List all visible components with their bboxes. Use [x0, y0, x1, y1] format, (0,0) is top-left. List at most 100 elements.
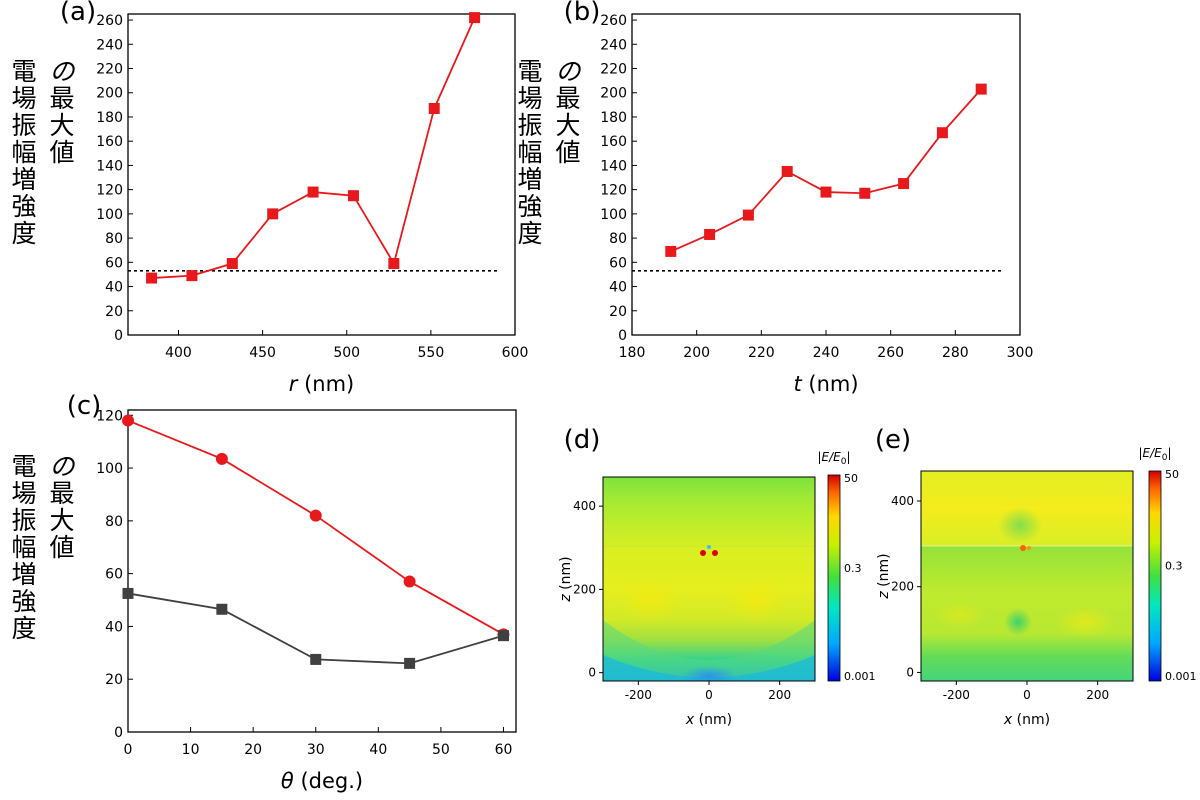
x-tick-label: 180 — [619, 345, 646, 361]
colorbar-tick-label: 50 — [1165, 468, 1179, 481]
y-axis-label-char: 値 — [49, 533, 74, 562]
y-tick-label: 180 — [96, 110, 123, 126]
y-axis-label-char: 幅 — [11, 138, 36, 167]
panel-c: 0 20 40 60 80 100 120 0 10 20 30 40 50 60 (c) θ (deg.) 電… — [11, 391, 517, 793]
colorbar-title: |E/E0| — [1138, 446, 1171, 463]
y-tick-label: 140 — [96, 158, 123, 174]
data-point — [665, 245, 677, 257]
y-tick-label: 60 — [105, 255, 123, 271]
y-tick-label: 240 — [600, 37, 627, 53]
x-tick-label: 280 — [942, 345, 969, 361]
y-axis-label-char: 振 — [517, 111, 542, 140]
x-tick-label: 260 — [877, 345, 904, 361]
x-tick-label: 60 — [495, 742, 513, 758]
y-axis-label-char: 度 — [11, 219, 36, 248]
y-tick-label: 200 — [600, 86, 627, 102]
y-axis-label-char: 最 — [49, 479, 74, 508]
y-axis-label-char: 増 — [11, 165, 36, 194]
x-axis-label: r (nm) — [289, 372, 354, 396]
x-tick-label: 220 — [748, 345, 775, 361]
x-axis-label: θ (deg.) — [281, 769, 363, 793]
y-tick-label: 40 — [105, 619, 123, 635]
data-point — [388, 258, 400, 270]
y-tick-label: 220 — [96, 62, 123, 78]
data-point — [497, 630, 509, 642]
y-tick-label: 220 — [600, 62, 627, 78]
y-tick-label: 200 — [573, 582, 596, 596]
y-axis-label-char: 大 — [49, 506, 74, 535]
y-tick-label: 40 — [609, 280, 627, 296]
y-tick-label: 160 — [600, 134, 627, 150]
plot-frame — [127, 409, 517, 733]
y-tick-label: 160 — [96, 134, 123, 150]
data-point — [403, 575, 416, 588]
x-tick-label: 50 — [432, 742, 450, 758]
x-tick-label: 550 — [418, 345, 445, 361]
y-axis-label-char: 幅 — [517, 138, 542, 167]
x-tick-label: -200 — [943, 688, 970, 702]
x-axis-label: x (nm) — [685, 712, 732, 728]
y-axis-label-char: 度 — [11, 614, 36, 643]
y-axis-label-char: の — [555, 57, 582, 86]
data-point — [742, 209, 754, 221]
y-tick-label: 120 — [600, 183, 627, 199]
y-tick-label: 200 — [96, 86, 123, 102]
y-axis-label-char: の — [49, 452, 76, 481]
data-point — [186, 270, 198, 282]
panel-d: -200 0 200 0 200 400 (d) x (nm) z (nm) 50 0.3 0.001… — [558, 425, 876, 728]
y-tick-label: 0 — [114, 328, 123, 344]
x-tick-label: 10 — [182, 742, 200, 758]
y-tick-label: 0 — [588, 666, 596, 680]
data-point — [859, 187, 871, 199]
x-axis-label: x (nm) — [1003, 712, 1050, 728]
x-tick-label: 450 — [249, 345, 276, 361]
data-point — [820, 186, 832, 198]
panel-label: (a) — [60, 0, 96, 27]
data-point — [404, 657, 416, 669]
y-axis-label-char: 強 — [11, 587, 36, 616]
y-axis-label-char: 強 — [517, 192, 542, 221]
data-point — [122, 414, 134, 427]
data-point — [307, 186, 319, 198]
data-point — [309, 509, 322, 522]
x-tick-label: 40 — [369, 742, 387, 758]
colorbar — [827, 474, 841, 682]
panel-label: (d) — [564, 425, 601, 455]
y-axis-label-char: 増 — [11, 560, 36, 589]
y-axis-label-char: の — [49, 57, 76, 86]
data-point — [146, 272, 158, 284]
data-point — [347, 190, 359, 202]
x-tick-label: 30 — [307, 742, 325, 758]
y-axis-label-char: 大 — [49, 111, 74, 140]
y-tick-label: 260 — [600, 13, 627, 29]
colorbar-tick-label: 0.001 — [1165, 670, 1197, 683]
y-axis-label-char: 増 — [517, 165, 542, 194]
x-tick-label: 400 — [165, 345, 192, 361]
y-axis-label-char: 最 — [49, 84, 74, 113]
heatmap-e-image — [921, 471, 1133, 681]
y-tick-label: 20 — [105, 672, 123, 688]
y-axis-label-char: 値 — [555, 138, 580, 167]
x-tick-label: 0 — [1023, 688, 1031, 702]
y-tick-label: 80 — [105, 514, 123, 530]
y-tick-label: 400 — [573, 499, 596, 513]
x-tick-label: 20 — [244, 742, 262, 758]
y-axis-label-char: 振 — [11, 506, 36, 535]
y-axis-label-char: 大 — [555, 111, 580, 140]
x-tick-label: 200 — [683, 345, 710, 361]
plot-frame — [127, 13, 516, 336]
y-axis-label-char: 場 — [11, 84, 36, 113]
y-tick-label: 200 — [891, 580, 914, 594]
panel-e: -200 0 200 0 200 400 (e) x (nm) z (nm) 50 0.3 0.001… — [875, 425, 1197, 728]
y-tick-label: 0 — [114, 725, 123, 741]
data-point — [975, 83, 987, 95]
y-tick-label: 20 — [609, 304, 627, 320]
x-tick-label: 600 — [502, 345, 529, 361]
data-point — [781, 165, 793, 177]
data-point — [310, 653, 322, 665]
y-tick-label: 0 — [906, 665, 914, 679]
